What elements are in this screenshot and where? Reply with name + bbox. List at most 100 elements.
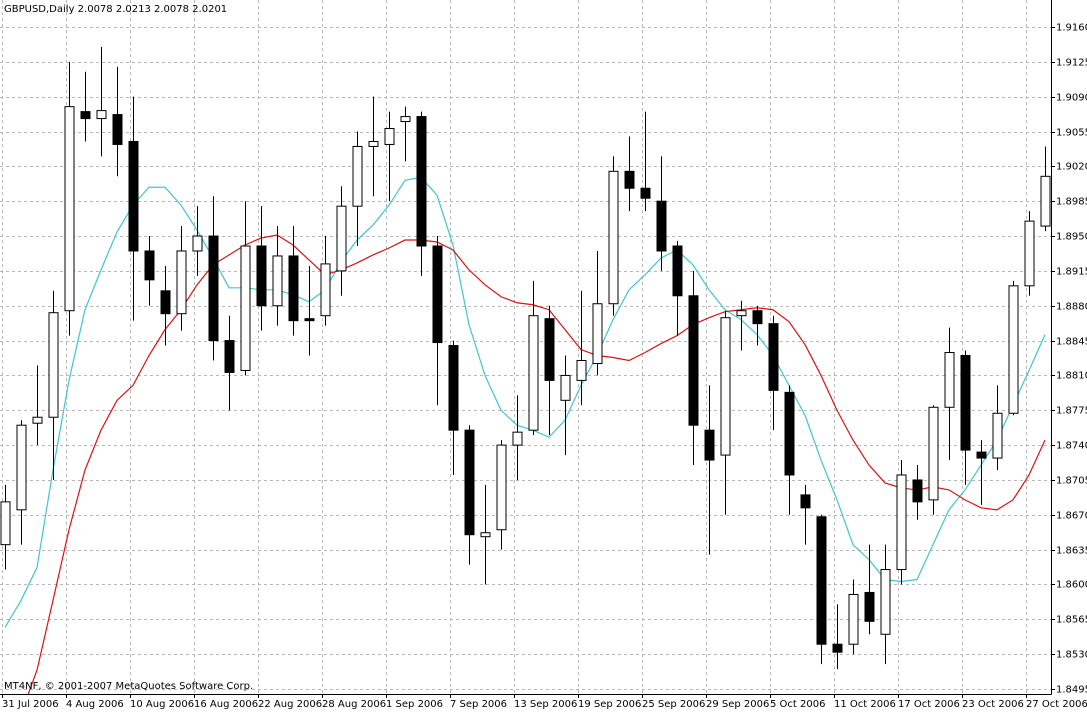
x-tick-label: 19 Sep 2006 <box>578 699 641 710</box>
candle-body <box>640 187 651 199</box>
x-tick-label: 5 Oct 2006 <box>770 699 825 710</box>
x-tick-label: 13 Sep 2006 <box>514 699 577 710</box>
candle-body <box>576 359 587 381</box>
candle-body <box>96 110 107 120</box>
y-tick-label: 1.8740 <box>1056 441 1087 452</box>
candle-body <box>896 474 907 571</box>
candle-body <box>256 245 267 307</box>
chart-title: GBPUSD,Daily 2.0078 2.0213 2.0078 2.0201 <box>4 4 227 15</box>
y-tick-label: 1.9125 <box>1056 58 1087 69</box>
y-tick-label: 1.9090 <box>1056 93 1087 104</box>
candle-body <box>768 323 779 391</box>
x-tick-label: 25 Sep 2006 <box>642 699 705 710</box>
x-tick-label: 29 Sep 2006 <box>706 699 769 710</box>
candle-body <box>288 255 299 322</box>
x-tick-label: 1 Sep 2006 <box>386 699 443 710</box>
y-tick-label: 1.8810 <box>1056 371 1087 382</box>
x-tick-label: 7 Sep 2006 <box>450 699 507 710</box>
candle-body <box>64 106 75 312</box>
grid <box>0 0 1051 694</box>
candle-body <box>656 200 667 252</box>
candle-body <box>304 318 315 322</box>
x-tick-label: 23 Oct 2006 <box>962 699 1024 710</box>
candle-body <box>672 245 683 297</box>
x-tick-label: 11 Oct 2006 <box>834 699 896 710</box>
candle-body <box>960 355 971 451</box>
candle-body <box>1024 220 1035 287</box>
candle-body <box>128 140 139 252</box>
candle-body <box>224 340 235 373</box>
candle-body <box>336 205 347 272</box>
candle-body <box>544 318 555 381</box>
candle-body <box>416 116 427 247</box>
candle-body <box>80 111 91 120</box>
candle-body <box>608 170 619 305</box>
y-tick-label: 1.8845 <box>1056 337 1087 348</box>
candle-body <box>352 145 363 207</box>
plot-area <box>0 46 1051 694</box>
candle-body <box>144 250 155 281</box>
y-tick-label: 1.8530 <box>1056 650 1087 661</box>
candle-body <box>928 406 939 501</box>
candle-body <box>832 643 843 653</box>
candle-body <box>976 451 987 459</box>
x-tick-label: 31 Jul 2006 <box>2 699 59 710</box>
candle-body <box>464 429 475 536</box>
x-tick-label: 10 Aug 2006 <box>130 699 194 710</box>
candle-body <box>864 591 875 622</box>
y-tick-label: 1.8565 <box>1056 615 1087 626</box>
moving-average <box>4 176 1046 628</box>
candle-body <box>512 431 523 446</box>
candle-body <box>16 424 27 511</box>
x-tick-label: 28 Aug 2006 <box>322 699 386 710</box>
candle-body <box>912 479 923 503</box>
y-tick-label: 1.8915 <box>1056 267 1087 278</box>
y-tick-label: 1.8775 <box>1056 406 1087 417</box>
candle-body <box>272 255 283 307</box>
candle-body <box>704 429 715 461</box>
candle-body <box>784 391 795 476</box>
y-tick-label: 1.8985 <box>1056 197 1087 208</box>
candle-body <box>320 263 331 317</box>
candle-body <box>480 532 491 538</box>
y-tick-label: 1.8635 <box>1056 546 1087 557</box>
candle-body <box>192 235 203 252</box>
candle-body <box>48 312 59 418</box>
y-tick-label: 1.8880 <box>1056 302 1087 313</box>
y-tick-label: 1.9020 <box>1056 162 1087 173</box>
candle-body <box>848 593 859 645</box>
candle-body <box>448 345 459 431</box>
candle-body <box>720 317 731 456</box>
candle-body <box>688 295 699 426</box>
candle-body <box>624 170 635 189</box>
candle-body <box>816 516 827 645</box>
y-tick-label: 1.8705 <box>1056 476 1087 487</box>
candle-body <box>240 245 251 371</box>
candle-body <box>592 303 603 364</box>
candle-body <box>208 235 219 342</box>
y-tick-label: 1.9160 <box>1056 23 1087 34</box>
candle-body <box>112 114 123 145</box>
x-tick-label: 27 Oct 2006 <box>1026 699 1087 710</box>
candle-body <box>1040 175 1051 227</box>
candle-body <box>176 250 187 315</box>
candle-body <box>160 290 171 315</box>
candle-body <box>1008 285 1019 414</box>
x-tick-label: 4 Aug 2006 <box>66 699 124 710</box>
candle-body <box>32 416 43 424</box>
candle-body <box>752 310 763 325</box>
y-tick-label: 1.8495 <box>1056 685 1087 696</box>
candle-body <box>736 310 747 317</box>
y-tick-label: 1.9055 <box>1056 128 1087 139</box>
x-tick-label: 16 Aug 2006 <box>194 699 258 710</box>
y-tick-label: 1.8670 <box>1056 511 1087 522</box>
x-tick-label: 22 Aug 2006 <box>258 699 322 710</box>
candle-body <box>800 494 811 509</box>
candle-body <box>496 444 507 531</box>
candle-body <box>384 128 395 145</box>
axes: 1.9160 1.9125 1.9090 1.9055 1.9020 1.8985 1.89… <box>2 23 1087 710</box>
candle-body <box>528 315 539 431</box>
y-tick-label: 1.8600 <box>1056 580 1087 591</box>
